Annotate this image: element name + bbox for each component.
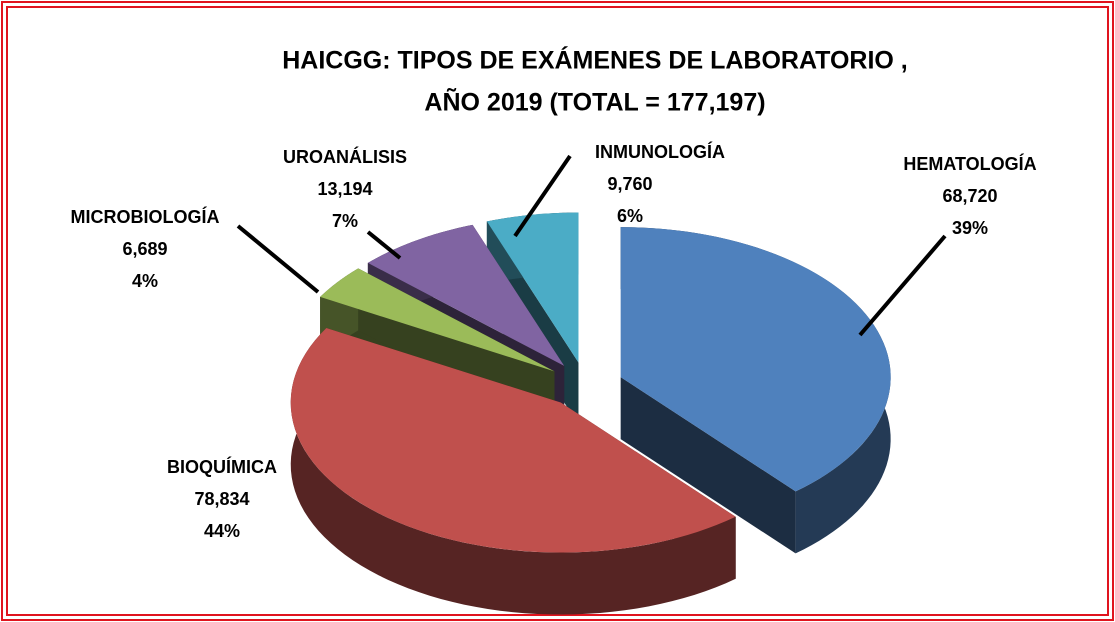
slice-top <box>320 268 555 372</box>
slice <box>290 328 736 615</box>
category-label: INMUNOLOGÍA <box>595 141 725 162</box>
slice-top <box>620 227 891 492</box>
inner-border <box>6 6 1109 616</box>
leader-line <box>858 234 947 337</box>
chart-title: HAICGG: TIPOS DE EXÁMENES DE LABORATORIO… <box>282 46 908 75</box>
category-label: BIOQUÍMICA <box>167 456 277 477</box>
value-label: 13,194 <box>317 179 372 199</box>
leader-line <box>236 224 320 294</box>
leader-line <box>513 154 572 238</box>
percent-label: 7% <box>332 211 358 231</box>
percent-label: 44% <box>204 521 240 541</box>
value-label: 68,720 <box>942 186 997 206</box>
slice-wall <box>290 328 736 615</box>
slice-side <box>620 377 796 554</box>
value-label: 6,689 <box>122 239 167 259</box>
category-label: UROANÁLISIS <box>283 146 407 167</box>
category-label: HEMATOLOGÍA <box>903 153 1036 174</box>
labels: HEMATOLOGÍA 68,720 39% BIOQUÍMICA 78,834 44% M… <box>71 141 1037 541</box>
percent-label: 4% <box>132 271 158 291</box>
category-label: MICROBIOLOGÍA <box>71 206 220 227</box>
value-label: 78,834 <box>194 489 249 509</box>
leader-line <box>366 230 402 260</box>
slice-top <box>486 212 579 363</box>
percent-label: 39% <box>952 218 988 238</box>
leader-lines <box>236 154 947 337</box>
pie <box>290 212 891 615</box>
chart-title: AÑO 2019 (TOTAL = 177,197) <box>424 87 765 117</box>
slice-top <box>367 224 565 366</box>
percent-label: 6% <box>617 206 643 226</box>
value-label: 9,760 <box>607 174 652 194</box>
slice-top <box>290 328 736 553</box>
slice <box>620 227 891 554</box>
